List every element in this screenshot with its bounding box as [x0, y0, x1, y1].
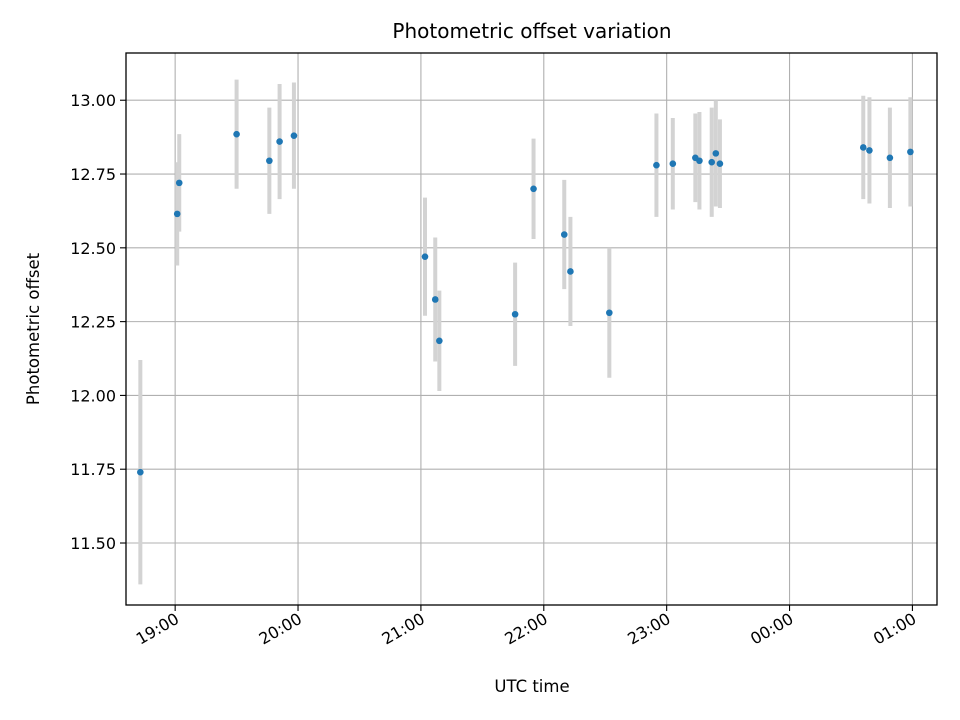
- data-point: [567, 268, 574, 275]
- grid: [126, 53, 937, 605]
- y-tick-label: 13.00: [70, 91, 116, 110]
- data-point: [907, 148, 914, 156]
- y-tick-label: 11.75: [70, 460, 116, 479]
- data-point: [530, 185, 537, 193]
- data-point: [712, 150, 720, 157]
- data-point: [859, 144, 867, 151]
- y-axis-ticks: 11.50 11.75 12.00 12.25 12.50 12.75 13.00: [70, 91, 126, 553]
- data-point: [560, 231, 568, 238]
- data-point: [421, 253, 429, 260]
- y-tick-label: 12.25: [70, 313, 116, 332]
- x-tick-label: 01:00: [870, 609, 919, 649]
- x-tick-label: 21:00: [378, 609, 427, 649]
- data-point: [137, 468, 144, 476]
- y-tick-label: 12.50: [70, 239, 116, 258]
- x-tick-label: 19:00: [133, 609, 182, 649]
- data-point: [436, 337, 443, 345]
- x-tick-label: 23:00: [624, 609, 673, 649]
- data-point: [669, 160, 677, 167]
- data-point: [511, 310, 519, 318]
- plot-area-frame: [125, 52, 938, 606]
- data-points: [137, 130, 914, 476]
- error-bars: [138, 79, 913, 585]
- data-point: [266, 157, 273, 165]
- data-point: [716, 160, 724, 167]
- x-tick-label: 00:00: [747, 609, 796, 649]
- data-point: [233, 130, 240, 138]
- data-point: [653, 161, 660, 169]
- x-axis-label: UTC time: [494, 677, 569, 696]
- data-point: [290, 132, 298, 139]
- y-axis-label: Photometric offset: [24, 252, 43, 405]
- data-point: [866, 147, 873, 154]
- chart-title: Photometric offset variation: [392, 19, 671, 43]
- data-point: [175, 179, 183, 187]
- x-tick-label: 22:00: [501, 609, 550, 649]
- data-point: [886, 154, 894, 162]
- data-point: [173, 210, 181, 218]
- data-point: [708, 158, 716, 166]
- data-point: [431, 296, 439, 303]
- y-tick-label: 11.50: [70, 534, 116, 553]
- data-point: [696, 157, 703, 165]
- x-tick-label: 20:00: [256, 609, 305, 649]
- data-point: [276, 138, 283, 145]
- data-point: [606, 309, 613, 317]
- y-tick-label: 12.00: [70, 386, 116, 405]
- x-axis-ticks: 19:00 20:00 21:00 22:00 23:00 00:00 01:00: [133, 605, 919, 649]
- y-tick-label: 12.75: [70, 165, 116, 184]
